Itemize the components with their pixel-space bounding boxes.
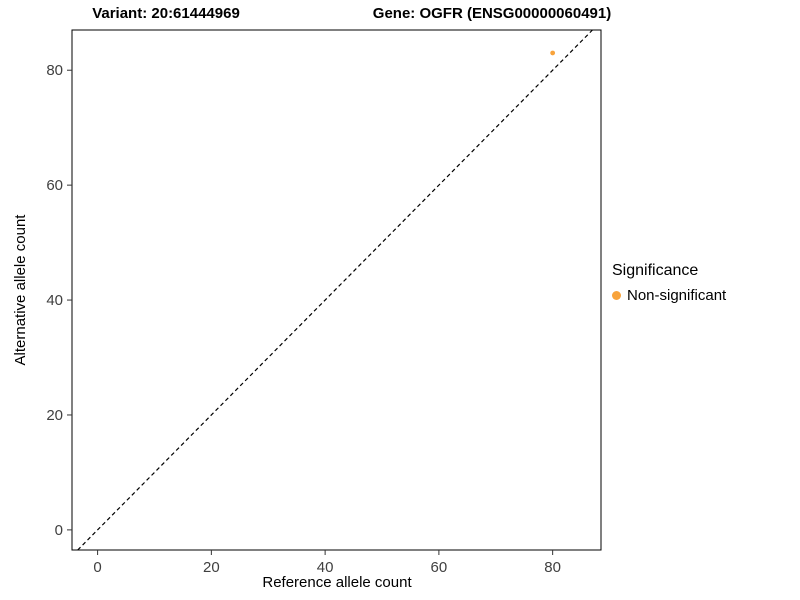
y-tick-label: 80 [46,62,63,79]
x-tick-label: 80 [544,559,561,576]
plot-title-gene: Gene: OGFR (ENSG00000060491) [372,5,612,22]
x-tick-label: 0 [93,559,101,576]
legend-title: Significance [612,262,699,279]
y-axis-label: Alternative allele count [12,214,29,366]
legend-entry-label: Non-significant [627,287,727,304]
y-tick-label: 60 [46,177,63,194]
x-axis-label: Reference allele count [262,574,412,591]
x-tick-label: 20 [203,559,220,576]
data-point [550,50,556,56]
y-tick-label: 0 [55,522,63,539]
legend-entry: Non-significant [612,287,726,304]
x-tick-label: 40 [317,559,334,576]
plot-title-variant: Variant: 20:61444969 [92,5,240,22]
x-tick-label: 60 [431,559,448,576]
y-tick-label: 40 [46,292,63,309]
legend-point-icon [612,291,621,300]
plot-panel [71,29,602,551]
identity-line [77,29,593,551]
legend: Significance Non-significant [612,262,726,304]
y-tick-label: 20 [46,407,63,424]
